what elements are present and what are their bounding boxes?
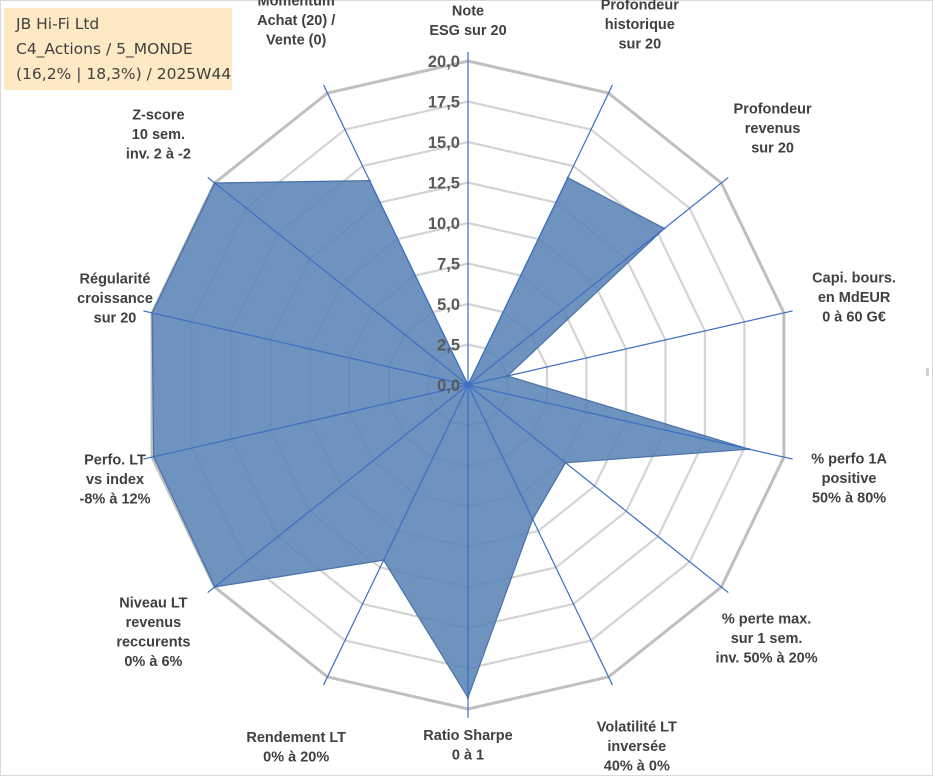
data-point	[466, 383, 470, 387]
axis-label: historique	[605, 17, 675, 33]
axis-spoke	[207, 176, 469, 386]
data-point	[531, 518, 534, 521]
data-point	[382, 558, 385, 562]
axis-label: Profondeur	[601, 0, 679, 14]
axis-label: Ratio Sharpe	[423, 728, 512, 744]
axis-label: Profondeur	[734, 102, 812, 118]
axis-label: inversée	[607, 739, 666, 755]
axis-label: revenus	[745, 121, 801, 137]
axis-label: -8% à 12%	[80, 492, 151, 508]
axis-label: Niveau LT	[119, 596, 187, 612]
axis-label: 40% à 0%	[604, 758, 670, 774]
scroll-marker	[926, 368, 929, 376]
axis-label-group: Niveau LT revenus reccurents 0% à 6%	[116, 596, 190, 671]
axis-label: 0% à 6%	[124, 654, 182, 670]
data-point	[213, 181, 216, 185]
info-box: JB Hi-Fi Ltd C4_Actions / 5_MONDE (16,2%…	[4, 8, 232, 90]
tick-label: 12,5	[428, 175, 460, 193]
axis-label-group: Rendement LT 0% à 20%	[246, 730, 346, 766]
axis-label: Volatilité LT	[597, 719, 677, 735]
axis-label-group: Capi. bours. en MdEUR 0 à 60 G€	[812, 270, 896, 325]
axis-label: Rendement LT	[246, 730, 346, 746]
axis-label: % perte max.	[722, 611, 811, 627]
axis-label-group: Z-score 10 sem. inv. 2 à -2	[126, 108, 191, 163]
data-point	[368, 179, 371, 182]
data-point	[150, 311, 154, 315]
axis-label: reccurents	[116, 635, 190, 651]
portfolio-label: C4_Actions / 5_MONDE	[16, 40, 193, 58]
axis-label: 0 à 60 G€	[822, 309, 886, 325]
axis-label-group: Momentum Achat (20) / Vente (0)	[257, 0, 335, 49]
axis-spoke	[467, 310, 793, 386]
axis-label: 50% à 80%	[812, 491, 886, 507]
tick-label: 2,5	[437, 337, 460, 355]
data-point	[506, 374, 509, 378]
axis-label-group: Profondeur historique sur 20	[601, 0, 679, 53]
stats-label: (16,2% | 18,3%) / 2025W44	[16, 65, 232, 83]
axis-label: 0 à 1	[452, 748, 484, 764]
axis-label: inv. 2 à -2	[126, 147, 191, 163]
axis-label-group: % perfo 1A positive 50% à 80%	[811, 452, 887, 507]
axis-label: inv. 50% à 20%	[716, 650, 818, 666]
axis-label: Perfo. LT	[84, 453, 146, 469]
data-point	[152, 455, 155, 458]
axis-label: % perfo 1A	[811, 452, 887, 468]
data-point	[747, 447, 751, 451]
axis-label: Capi. bours.	[812, 270, 896, 286]
axis-label: Achat (20) /	[257, 13, 335, 29]
axis-label: sur 20	[94, 310, 137, 326]
axis-spoke	[467, 384, 793, 460]
axis-spoke	[467, 384, 729, 594]
axis-spoke	[467, 84, 613, 386]
axis-label: croissance	[77, 291, 153, 307]
axis-label: ESG sur 20	[429, 23, 506, 39]
axis-label-group: Volatilité LT inversée 40% à 0%	[597, 719, 677, 774]
data-point	[663, 227, 666, 230]
axis-spoke	[323, 384, 469, 686]
data-point	[566, 176, 570, 179]
data-point	[466, 696, 470, 699]
company-name: JB Hi-Fi Ltd	[16, 15, 100, 33]
axis-label: Vente (0)	[266, 33, 327, 49]
axis-label-group: % perte max. sur 1 sem. inv. 50% à 20%	[716, 611, 818, 666]
tick-label: 5,0	[437, 296, 460, 314]
axis-label: Momentum	[258, 0, 335, 10]
tick-label: 17,5	[428, 94, 460, 112]
axis-spoke	[207, 384, 469, 594]
axis-label-group: Régularité croissance sur 20	[77, 271, 153, 326]
axis-label: Régularité	[80, 271, 151, 287]
axis-label: Z-score	[132, 108, 184, 124]
axis-label: 0% à 20%	[263, 750, 329, 766]
axis-spoke	[143, 384, 469, 460]
axis-spoke	[323, 84, 469, 386]
axis-spoke	[143, 310, 469, 386]
axis-label-group: Perfo. LT vs index -8% à 12%	[80, 453, 151, 508]
axis-label: Note	[452, 4, 484, 20]
tick-label: 20,0	[428, 53, 460, 71]
axis-label: sur 20	[618, 37, 661, 53]
axis-spoke	[467, 176, 729, 386]
axis-label: 10 sem.	[132, 127, 185, 143]
tick-label: 15,0	[428, 134, 460, 152]
axis-label-group: Ratio Sharpe 0 à 1	[423, 728, 512, 764]
axis-label: sur 1 sem.	[731, 631, 803, 647]
axis-label: revenus	[126, 615, 182, 631]
axis-spoke	[467, 384, 613, 686]
axis-label: vs index	[86, 472, 144, 488]
axis-label: sur 20	[751, 141, 794, 157]
axis-label: positive	[822, 471, 877, 487]
axis-label-group: Profondeur revenus sur 20	[734, 102, 812, 157]
tick-label: 0,0	[437, 377, 460, 395]
data-point	[564, 461, 567, 464]
axis-label: en MdEUR	[818, 290, 891, 306]
tick-label: 10,0	[428, 215, 460, 233]
tick-label: 7,5	[437, 256, 460, 274]
axis-label-group: Note ESG sur 20	[429, 4, 506, 40]
data-point	[213, 585, 216, 589]
